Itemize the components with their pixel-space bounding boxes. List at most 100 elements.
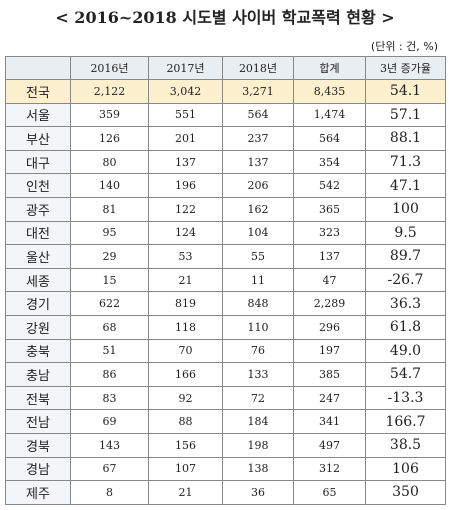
value-cell: 80 bbox=[70, 149, 149, 175]
value-cell: 21 bbox=[148, 267, 223, 293]
region-cell: 제주 bbox=[5, 480, 71, 505]
value-cell: 57.1 bbox=[365, 102, 446, 128]
value-cell: -13.3 bbox=[365, 385, 446, 411]
value-cell: 68 bbox=[70, 314, 149, 340]
column-header: 2016년 bbox=[70, 56, 149, 80]
region-cell: 전국 bbox=[5, 79, 71, 104]
table-body: 2016년 2017년 2018년 합계 3년 증가율 전국 2,122 3,042 3,271… bbox=[5, 56, 446, 505]
value-cell: 95 bbox=[70, 220, 149, 246]
value-cell: 92 bbox=[148, 385, 223, 411]
region-cell: 충남 bbox=[5, 362, 71, 387]
table-row: 경남 67 107 138 312 106 bbox=[5, 456, 446, 482]
column-header: 3년 증가율 bbox=[365, 56, 446, 80]
value-cell: 201 bbox=[148, 126, 223, 151]
value-cell: 385 bbox=[293, 362, 366, 387]
value-cell: 237 bbox=[222, 126, 294, 151]
value-cell: 137 bbox=[222, 149, 294, 175]
value-cell: 2,122 bbox=[70, 79, 149, 104]
value-cell: 162 bbox=[222, 196, 294, 222]
value-cell: 122 bbox=[148, 196, 223, 222]
value-cell: 47 bbox=[293, 267, 366, 293]
value-cell: 53 bbox=[148, 244, 223, 269]
value-cell: 819 bbox=[148, 291, 223, 316]
value-cell: 140 bbox=[70, 173, 149, 198]
table-row: 울산 29 53 55 137 89.7 bbox=[5, 244, 446, 269]
table-row: 대전 95 124 104 323 9.5 bbox=[5, 220, 446, 246]
value-cell: 1,474 bbox=[293, 102, 366, 128]
unit-note: (단위 : 건, %) bbox=[370, 40, 438, 53]
value-cell: 359 bbox=[70, 102, 149, 128]
value-cell: 83 bbox=[70, 385, 149, 411]
region-cell: 대구 bbox=[5, 149, 71, 175]
value-cell: 81 bbox=[70, 196, 149, 222]
value-cell: 166.7 bbox=[365, 409, 446, 434]
value-cell: 106 bbox=[365, 456, 446, 482]
value-cell: 65 bbox=[293, 480, 366, 505]
value-cell: 542 bbox=[293, 173, 366, 198]
value-cell: 15 bbox=[70, 267, 149, 293]
table-row: 강원 68 118 110 296 61.8 bbox=[5, 314, 446, 340]
value-cell: 198 bbox=[222, 432, 294, 458]
table-row: 충남 86 166 133 385 54.7 bbox=[5, 362, 446, 387]
value-cell: 11 bbox=[222, 267, 294, 293]
value-cell: 124 bbox=[148, 220, 223, 246]
header-row: 2016년 2017년 2018년 합계 3년 증가율 bbox=[5, 56, 446, 80]
value-cell: 76 bbox=[222, 338, 294, 364]
value-cell: 29 bbox=[70, 244, 149, 269]
value-cell: 184 bbox=[222, 409, 294, 434]
value-cell: 323 bbox=[293, 220, 366, 246]
region-cell: 경북 bbox=[5, 432, 71, 458]
value-cell: 3,042 bbox=[148, 79, 223, 104]
value-cell: 551 bbox=[148, 102, 223, 128]
column-header bbox=[5, 56, 71, 80]
value-cell: 126 bbox=[70, 126, 149, 151]
table-row: 제주 8 21 36 65 350 bbox=[5, 480, 446, 505]
column-header: 2018년 bbox=[222, 56, 294, 80]
value-cell: -26.7 bbox=[365, 267, 446, 293]
value-cell: 143 bbox=[70, 432, 149, 458]
value-cell: 197 bbox=[293, 338, 366, 364]
value-cell: 110 bbox=[222, 314, 294, 340]
value-cell: 36.3 bbox=[365, 291, 446, 316]
region-cell: 광주 bbox=[5, 196, 71, 222]
value-cell: 497 bbox=[293, 432, 366, 458]
table-row: 부산 126 201 237 564 88.1 bbox=[5, 126, 446, 151]
value-cell: 107 bbox=[148, 456, 223, 482]
value-cell: 54.7 bbox=[365, 362, 446, 387]
value-cell: 88 bbox=[148, 409, 223, 434]
value-cell: 54.1 bbox=[365, 79, 446, 104]
value-cell: 312 bbox=[293, 456, 366, 482]
value-cell: 72 bbox=[222, 385, 294, 411]
table-row: 경북 143 156 198 497 38.5 bbox=[5, 432, 446, 458]
table-row: 광주 81 122 162 365 100 bbox=[5, 196, 446, 222]
region-cell: 전남 bbox=[5, 409, 71, 434]
value-cell: 564 bbox=[222, 102, 294, 128]
table-row: 서울 359 551 564 1,474 57.1 bbox=[5, 102, 446, 128]
column-header: 합계 bbox=[293, 56, 366, 80]
region-cell: 인천 bbox=[5, 173, 71, 198]
value-cell: 70 bbox=[148, 338, 223, 364]
region-cell: 대전 bbox=[5, 220, 71, 246]
value-cell: 89.7 bbox=[365, 244, 446, 269]
value-cell: 86 bbox=[70, 362, 149, 387]
region-cell: 경남 bbox=[5, 456, 71, 482]
value-cell: 55 bbox=[222, 244, 294, 269]
value-cell: 36 bbox=[222, 480, 294, 505]
region-cell: 세종 bbox=[5, 267, 71, 293]
value-cell: 21 bbox=[148, 480, 223, 505]
region-cell: 울산 bbox=[5, 244, 71, 269]
table-row: 전국 2,122 3,042 3,271 8,435 54.1 bbox=[5, 79, 446, 104]
region-cell: 전북 bbox=[5, 385, 71, 411]
region-cell: 부산 bbox=[5, 126, 71, 151]
value-cell: 38.5 bbox=[365, 432, 446, 458]
value-cell: 196 bbox=[148, 173, 223, 198]
value-cell: 296 bbox=[293, 314, 366, 340]
region-cell: 충북 bbox=[5, 338, 71, 364]
value-cell: 104 bbox=[222, 220, 294, 246]
value-cell: 67 bbox=[70, 456, 149, 482]
value-cell: 8,435 bbox=[293, 79, 366, 104]
table-row: 충북 51 70 76 197 49.0 bbox=[5, 338, 446, 364]
value-cell: 3,271 bbox=[222, 79, 294, 104]
value-cell: 2,289 bbox=[293, 291, 366, 316]
